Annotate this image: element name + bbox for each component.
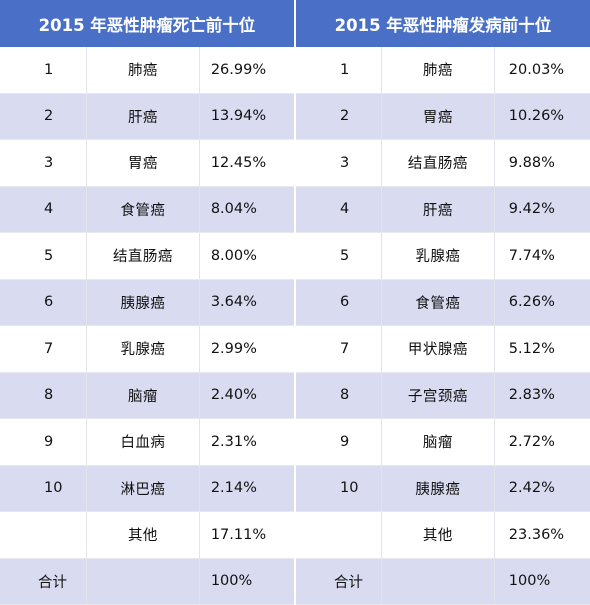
mortality-percent: 2.31%: [199, 418, 296, 466]
mortality-percent: 2.40%: [199, 372, 296, 419]
mortality-percent: 8.04%: [199, 186, 296, 233]
mortality-cancer: 淋巴癌: [86, 465, 200, 512]
mortality-cancer: 食管癌: [86, 186, 200, 233]
table-header: 2015 年恶性肿瘤死亡前十位 2015 年恶性肿瘤发病前十位: [0, 0, 590, 47]
mortality-rank: 6: [0, 279, 88, 326]
mortality-percent: 2.14%: [199, 465, 296, 512]
incidence-total-percent: 100%: [494, 558, 590, 605]
table-row: 10 淋巴癌 2.14% 10 胰腺癌 2.42%: [0, 465, 590, 512]
incidence-rank: 8: [294, 372, 383, 419]
table-row: 1 肺癌 26.99% 1 肺癌 20.03%: [0, 47, 590, 94]
incidence-rank: 1: [294, 47, 383, 94]
incidence-percent: 2.83%: [494, 372, 590, 419]
mortality-rank: 3: [0, 139, 88, 187]
table-row: 4 食管癌 8.04% 4 肝癌 9.42%: [0, 186, 590, 233]
mortality-rank: 9: [0, 418, 88, 466]
incidence-rank: 4: [294, 186, 383, 233]
incidence-cancer: 胰腺癌: [381, 465, 495, 512]
table-row: 9 白血病 2.31% 9 脑瘤 2.72%: [0, 418, 590, 466]
incidence-cancer: 胃癌: [381, 93, 495, 140]
mortality-cancer: 肝癌: [86, 93, 200, 140]
mortality-rank: 5: [0, 232, 88, 280]
incidence-rank: 9: [294, 418, 383, 466]
mortality-rank: 2: [0, 93, 88, 140]
mortality-percent: 12.45%: [199, 139, 296, 187]
mortality-cancer: 肺癌: [86, 47, 200, 94]
incidence-percent: 6.26%: [494, 279, 590, 326]
mortality-cancer: 胰腺癌: [86, 279, 200, 326]
incidence-rank: 3: [294, 139, 383, 187]
mortality-cancer: 乳腺癌: [86, 325, 200, 373]
table-row: 8 脑瘤 2.40% 8 子宫颈癌 2.83%: [0, 372, 590, 419]
incidence-percent: 5.12%: [494, 325, 590, 373]
incidence-percent: 20.03%: [494, 47, 590, 94]
table-row: 7 乳腺癌 2.99% 7 甲状腺癌 5.12%: [0, 325, 590, 373]
mortality-total-name: [86, 558, 200, 605]
table-row: 6 胰腺癌 3.64% 6 食管癌 6.26%: [0, 279, 590, 326]
table-row: 3 胃癌 12.45% 3 结直肠癌 9.88%: [0, 139, 590, 187]
mortality-rank: [0, 511, 88, 559]
mortality-cancer: 其他: [86, 511, 200, 559]
mortality-percent: 17.11%: [199, 511, 296, 559]
incidence-cancer: 子宫颈癌: [381, 372, 495, 419]
mortality-percent: 26.99%: [199, 47, 296, 94]
incidence-total-name: [381, 558, 495, 605]
incidence-rank: [294, 511, 383, 559]
incidence-total-label: 合计: [294, 558, 383, 605]
incidence-cancer: 乳腺癌: [381, 232, 495, 280]
incidence-header: 2015 年恶性肿瘤发病前十位: [294, 0, 590, 47]
incidence-rank: 7: [294, 325, 383, 373]
table-body: 1 肺癌 26.99% 1 肺癌 20.03% 2 肝癌 13.94% 2 胃癌…: [0, 47, 590, 605]
mortality-percent: 2.99%: [199, 325, 296, 373]
mortality-header: 2015 年恶性肿瘤死亡前十位: [0, 0, 296, 47]
incidence-percent: 9.42%: [494, 186, 590, 233]
incidence-cancer: 食管癌: [381, 279, 495, 326]
mortality-rank: 7: [0, 325, 88, 373]
incidence-cancer: 其他: [381, 511, 495, 559]
mortality-cancer: 白血病: [86, 418, 200, 466]
mortality-percent: 13.94%: [199, 93, 296, 140]
mortality-percent: 8.00%: [199, 232, 296, 280]
mortality-cancer: 胃癌: [86, 139, 200, 187]
mortality-rank: 8: [0, 372, 88, 419]
incidence-percent: 23.36%: [494, 511, 590, 559]
mortality-cancer: 脑瘤: [86, 372, 200, 419]
total-row: 合计 100% 合计 100%: [0, 558, 590, 605]
mortality-rank: 1: [0, 47, 88, 94]
incidence-cancer: 脑瘤: [381, 418, 495, 466]
mortality-rank: 4: [0, 186, 88, 233]
incidence-cancer: 结直肠癌: [381, 139, 495, 187]
mortality-total-label: 合计: [0, 558, 88, 605]
incidence-percent: 9.88%: [494, 139, 590, 187]
incidence-cancer: 肺癌: [381, 47, 495, 94]
mortality-percent: 3.64%: [199, 279, 296, 326]
incidence-rank: 5: [294, 232, 383, 280]
incidence-percent: 2.42%: [494, 465, 590, 512]
mortality-rank: 10: [0, 465, 88, 512]
incidence-cancer: 肝癌: [381, 186, 495, 233]
mortality-cancer: 结直肠癌: [86, 232, 200, 280]
table-row: 5 结直肠癌 8.00% 5 乳腺癌 7.74%: [0, 232, 590, 280]
incidence-rank: 6: [294, 279, 383, 326]
incidence-rank: 2: [294, 93, 383, 140]
incidence-rank: 10: [294, 465, 383, 512]
mortality-total-percent: 100%: [199, 558, 296, 605]
table-row: 其他 17.11% 其他 23.36%: [0, 511, 590, 559]
incidence-cancer: 甲状腺癌: [381, 325, 495, 373]
incidence-percent: 10.26%: [494, 93, 590, 140]
table-row: 2 肝癌 13.94% 2 胃癌 10.26%: [0, 93, 590, 140]
incidence-percent: 2.72%: [494, 418, 590, 466]
incidence-percent: 7.74%: [494, 232, 590, 280]
